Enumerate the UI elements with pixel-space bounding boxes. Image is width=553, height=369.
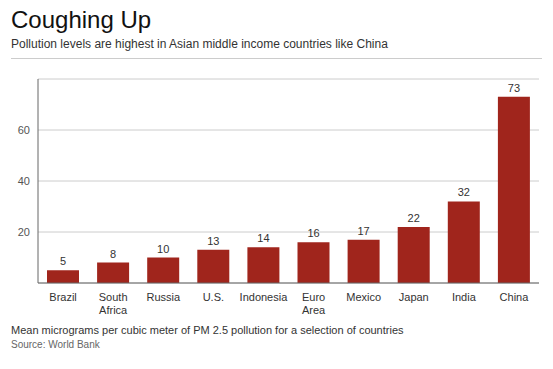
svg-text:10: 10: [157, 243, 169, 255]
svg-text:Japan: Japan: [399, 291, 429, 303]
svg-text:Russia: Russia: [146, 291, 181, 303]
html-text:Coughing Up: Coughing Up: [11, 6, 152, 33]
html-text:Mean micrograms per cubic mete: Mean micrograms per cubic meter of PM 2.…: [11, 324, 404, 336]
svg-text:EuroArea: EuroArea: [302, 291, 326, 316]
svg-text:Brazil: Brazil: [49, 291, 77, 303]
svg-text:5: 5: [60, 255, 66, 267]
svg-text:SouthAfrica: SouthAfrica: [99, 291, 128, 316]
svg-text:73: 73: [508, 82, 520, 94]
svg-text:40: 40: [18, 175, 30, 187]
svg-text:13: 13: [207, 235, 219, 247]
svg-text:16: 16: [307, 227, 319, 239]
svg-text:20: 20: [18, 226, 30, 238]
svg-text:Indonesia: Indonesia: [240, 291, 289, 303]
svg-text:India: India: [452, 291, 477, 303]
svg-text:17: 17: [357, 225, 369, 237]
svg-text:60: 60: [18, 124, 30, 136]
html-text:Pollution levels are highest i: Pollution levels are highest in Asian mi…: [11, 37, 388, 51]
svg-text:Mexico: Mexico: [346, 291, 381, 303]
svg-text:14: 14: [257, 232, 269, 244]
html-text:Source: World Bank: Source: World Bank: [11, 339, 100, 350]
svg-text:U.S.: U.S.: [203, 291, 224, 303]
svg-text:22: 22: [408, 212, 420, 224]
svg-text:8: 8: [110, 248, 116, 260]
svg-text:32: 32: [458, 186, 470, 198]
svg-text:China: China: [500, 291, 530, 303]
